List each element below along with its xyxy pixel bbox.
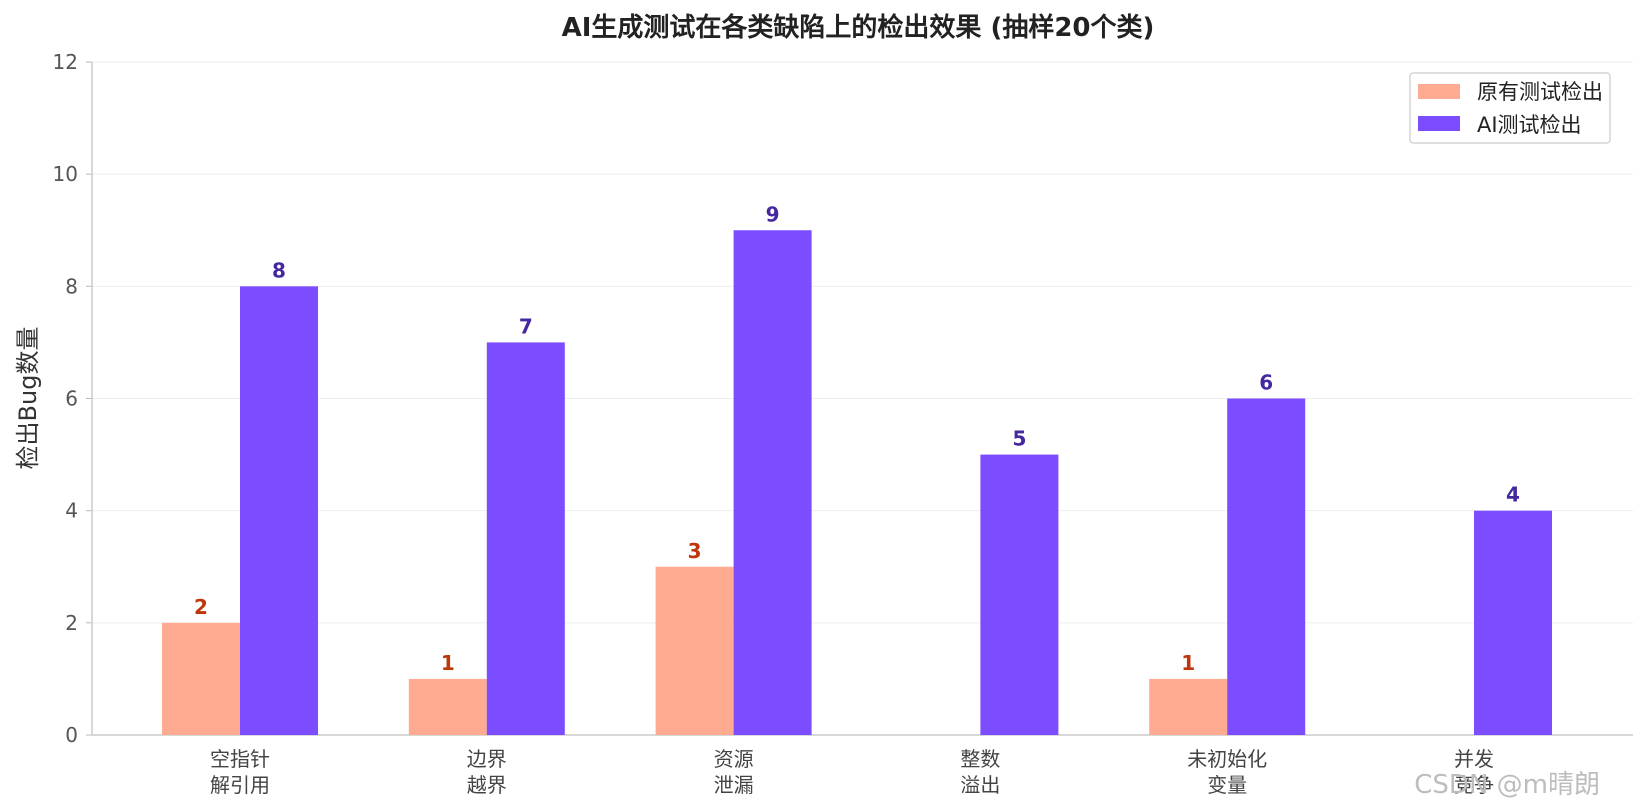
data-label-ai: 6 xyxy=(1259,371,1273,395)
x-category-label: 未初始化 xyxy=(1187,747,1267,771)
data-label-original: 2 xyxy=(194,595,208,619)
watermark-text: CSDN @m晴朗 xyxy=(1414,770,1600,800)
x-category-label: 竞争 xyxy=(1454,773,1494,797)
bar-ai xyxy=(1474,510,1552,735)
bar-ai xyxy=(1227,398,1306,735)
data-label-ai: 8 xyxy=(272,258,286,282)
bar-original xyxy=(162,622,240,735)
y-tick-label: 10 xyxy=(53,162,78,186)
y-tick-label: 2 xyxy=(65,611,78,635)
data-labels-group: 2 8 1 7 3 9 5 1 6 4 xyxy=(194,202,1520,675)
x-category-label: 变量 xyxy=(1207,773,1247,797)
bar-original xyxy=(1149,678,1228,735)
bar-ai xyxy=(486,342,565,735)
data-label-ai: 9 xyxy=(766,202,780,226)
x-category-label: 空指针 xyxy=(210,747,270,771)
gridlines xyxy=(86,61,1633,736)
data-label-original: 1 xyxy=(1181,651,1195,675)
data-label-ai: 4 xyxy=(1506,483,1520,507)
data-label-ai: 5 xyxy=(1012,427,1026,451)
bars-group xyxy=(162,230,1552,735)
y-tick-label: 4 xyxy=(65,499,78,523)
legend-label-original: 原有测试检出 xyxy=(1477,80,1603,104)
data-label-original: 1 xyxy=(441,651,455,675)
data-label-original: 3 xyxy=(688,539,702,563)
bar-ai xyxy=(980,454,1059,735)
bar-ai xyxy=(240,286,318,735)
bar-original xyxy=(408,678,487,735)
y-axis-label: 检出Bug数量 xyxy=(14,327,42,470)
data-label-ai: 7 xyxy=(519,314,533,338)
x-category-label: 溢出 xyxy=(960,773,1000,797)
chart-title: AI生成测试在各类缺陷上的检出效果 (抽样20个类) xyxy=(562,12,1155,43)
legend-swatch-original xyxy=(1418,84,1460,99)
bar-ai xyxy=(733,230,812,735)
bar-original xyxy=(655,566,734,735)
y-tick-label: 6 xyxy=(65,387,78,411)
x-category-label: 泄漏 xyxy=(714,773,754,797)
x-category-label: 整数 xyxy=(960,747,1000,771)
x-category-label: 边界 xyxy=(467,747,507,771)
x-category-label: 并发 xyxy=(1454,747,1494,771)
x-category-label: 越界 xyxy=(467,773,507,797)
y-tick-label: 12 xyxy=(53,50,78,74)
legend-label-ai: AI测试检出 xyxy=(1477,113,1582,137)
y-tick-label: 8 xyxy=(65,274,78,298)
y-tick-label: 0 xyxy=(65,723,78,747)
legend-swatch-ai xyxy=(1418,116,1460,131)
x-category-label: 资源 xyxy=(714,747,754,771)
legend: 原有测试检出 AI测试检出 xyxy=(1409,72,1611,144)
y-tick-labels: 0 2 4 6 8 10 12 xyxy=(53,50,78,747)
x-category-label: 解引用 xyxy=(210,773,270,797)
